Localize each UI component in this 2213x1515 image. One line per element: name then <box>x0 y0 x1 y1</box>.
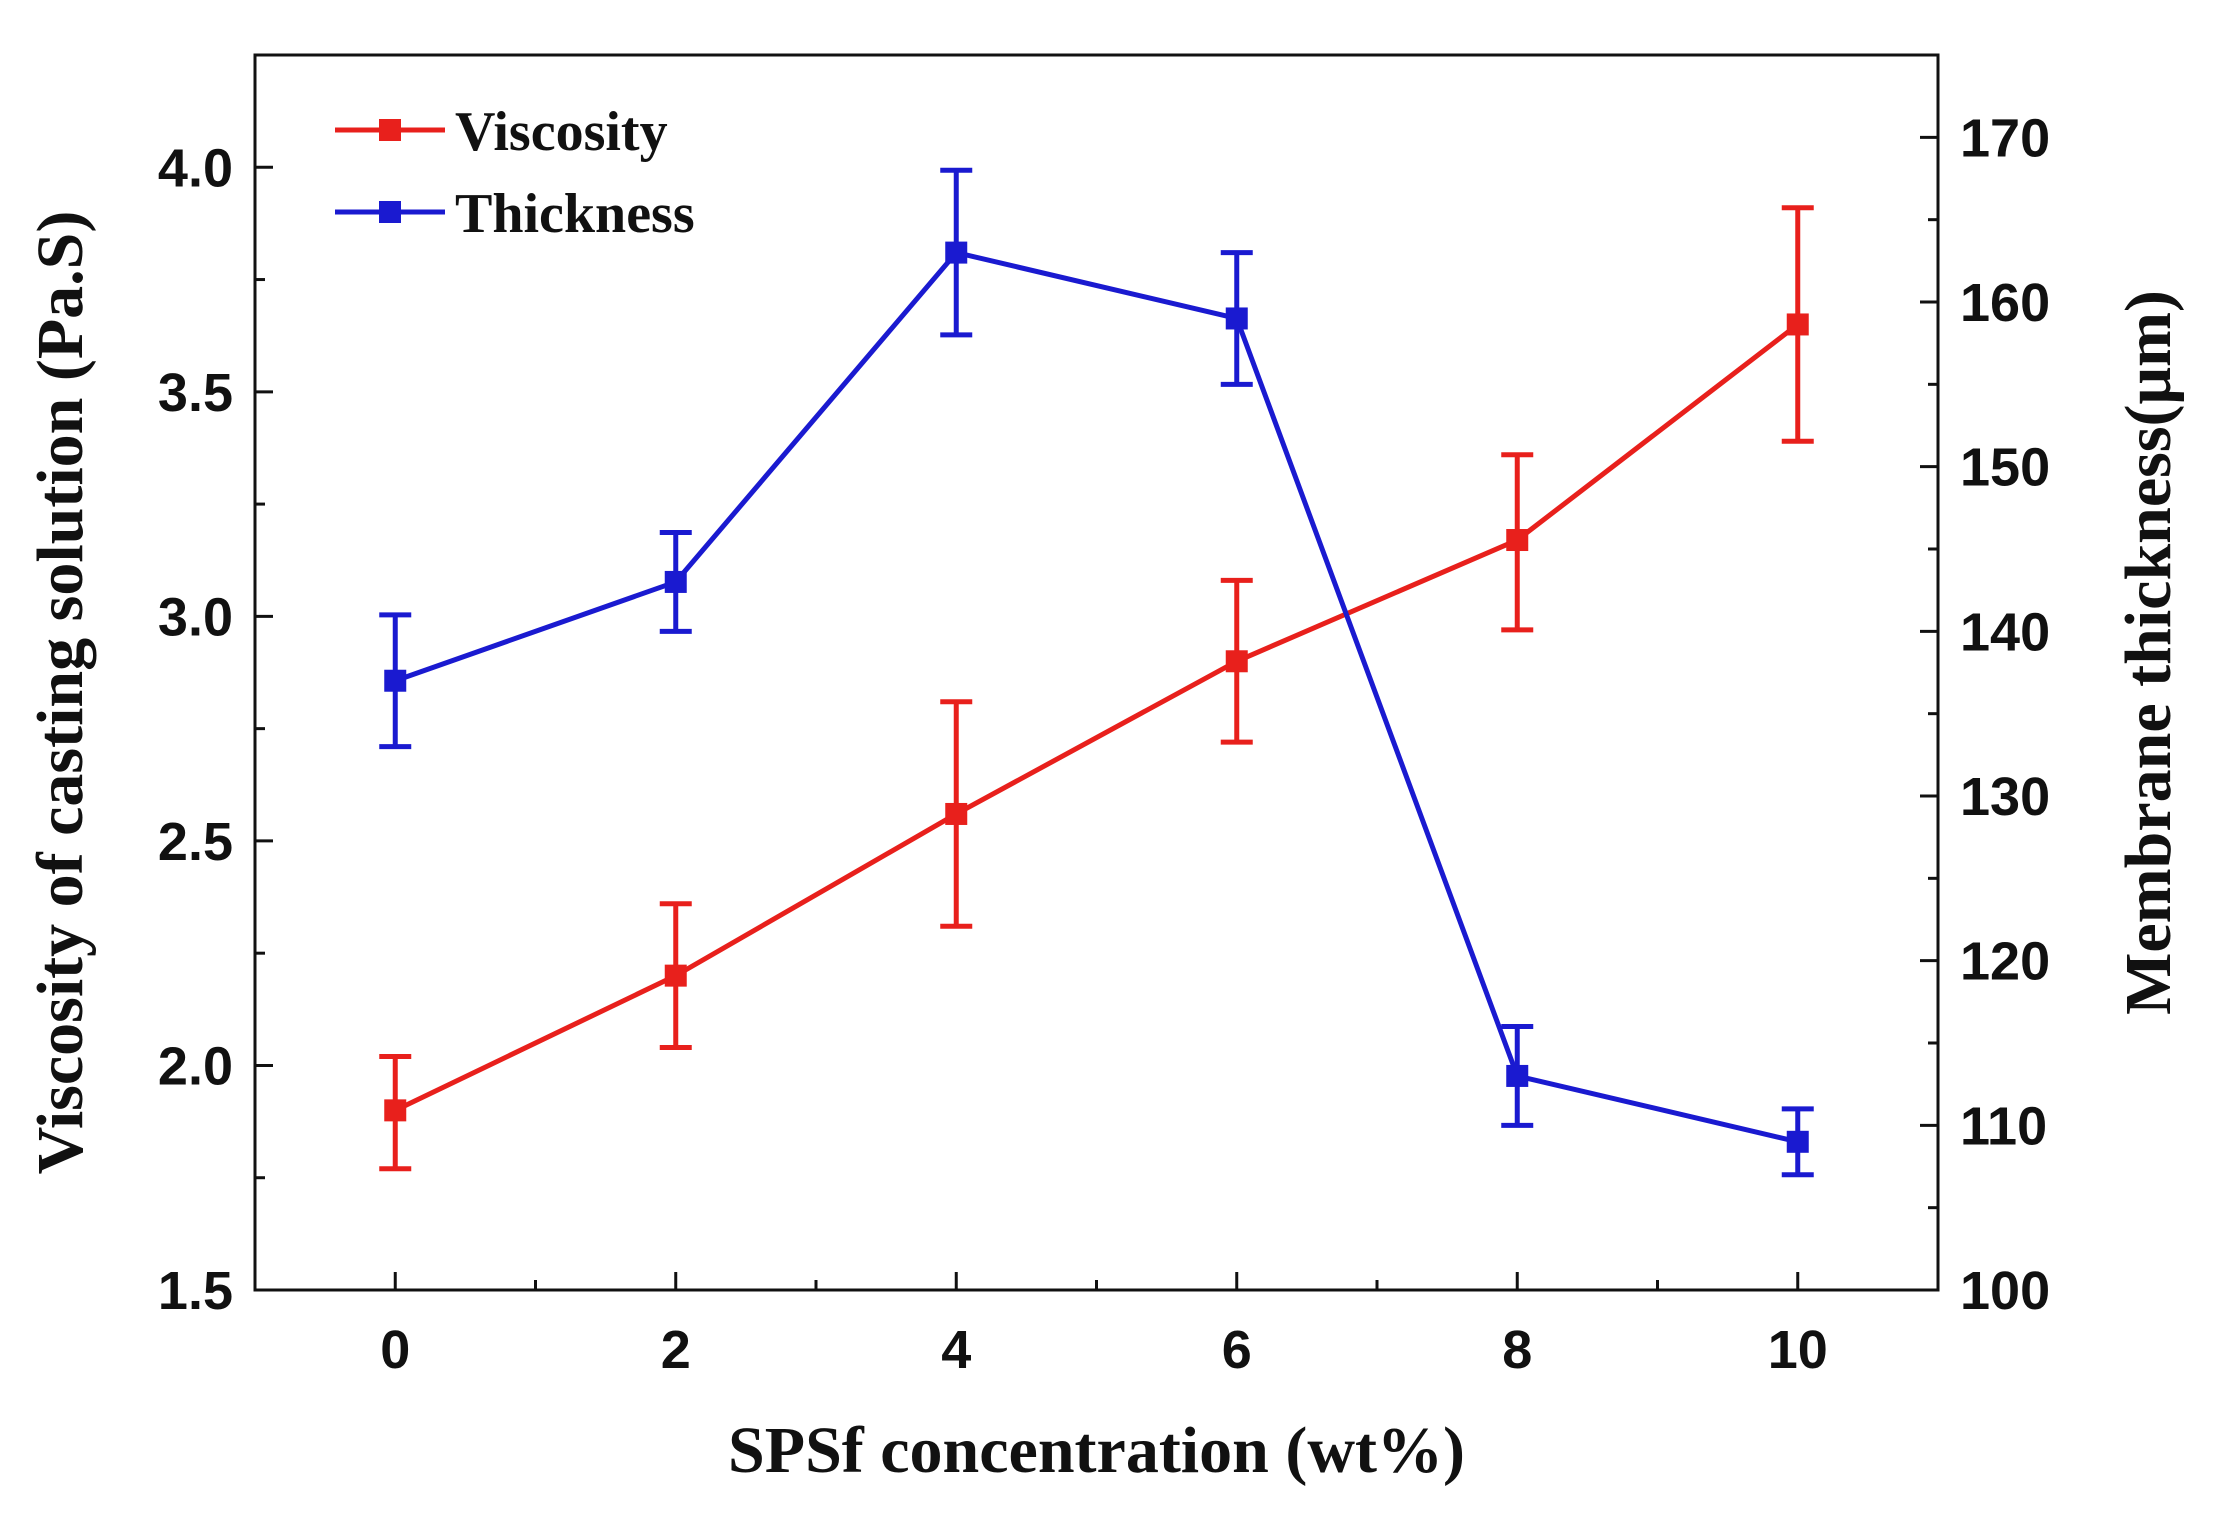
x-tick-label: 6 <box>1222 1320 1252 1380</box>
thickness-point <box>1506 1064 1529 1087</box>
thickness-point <box>1225 307 1248 330</box>
legend-viscosity-swatch-marker <box>379 119 401 141</box>
thickness-line <box>394 250 1799 1145</box>
x-axis-title: SPSf concentration (wt%) <box>728 1414 1465 1487</box>
y-left-tick-label: 3.5 <box>158 363 233 423</box>
legend-thickness-swatch-marker <box>379 201 401 223</box>
x-tick-label: 8 <box>1502 1320 1532 1380</box>
y-right-tick-label: 100 <box>1960 1261 2050 1321</box>
y-right-tick-label: 120 <box>1960 932 2050 992</box>
x-tick-label: 2 <box>661 1320 691 1380</box>
x-tick-label: 4 <box>941 1320 971 1380</box>
legend-viscosity-label: Viscosity <box>455 101 668 163</box>
y-left-tick-label: 4.0 <box>158 138 233 198</box>
viscosity-point <box>1506 529 1529 552</box>
thickness-point <box>945 241 968 264</box>
viscosity-line <box>394 322 1800 1113</box>
thickness-point <box>664 570 687 593</box>
viscosity-point <box>945 802 968 825</box>
y-right-tick-label: 170 <box>1960 108 2050 168</box>
y-left-tick-label: 3.0 <box>158 587 233 647</box>
y-left-tick-label: 1.5 <box>158 1261 233 1321</box>
x-tick-label: 10 <box>1768 1320 1828 1380</box>
y-right-tick-label: 110 <box>1960 1096 2047 1156</box>
y-right-axis-title: Membrane thickness(μm) <box>2112 290 2185 1015</box>
legend-thickness-label: Thickness <box>455 183 695 245</box>
x-tick-label: 0 <box>380 1320 410 1380</box>
viscosity-point <box>384 1099 407 1122</box>
y-right-tick-label: 130 <box>1960 767 2050 827</box>
viscosity-point <box>664 964 687 987</box>
y-left-tick-label: 2.5 <box>158 812 233 872</box>
y-right-tick-label: 140 <box>1960 602 2050 662</box>
y-left-axis-title: Viscosity of casting solution (Pa.S) <box>24 211 97 1175</box>
viscosity-point <box>1225 650 1248 673</box>
y-right-tick-label: 150 <box>1960 438 2050 498</box>
viscosity-point <box>1786 313 1809 336</box>
y-right-tick-label: 160 <box>1960 273 2050 333</box>
y-left-tick-label: 2.0 <box>158 1036 233 1096</box>
thickness-point <box>384 669 407 692</box>
thickness-point <box>1786 1130 1809 1153</box>
